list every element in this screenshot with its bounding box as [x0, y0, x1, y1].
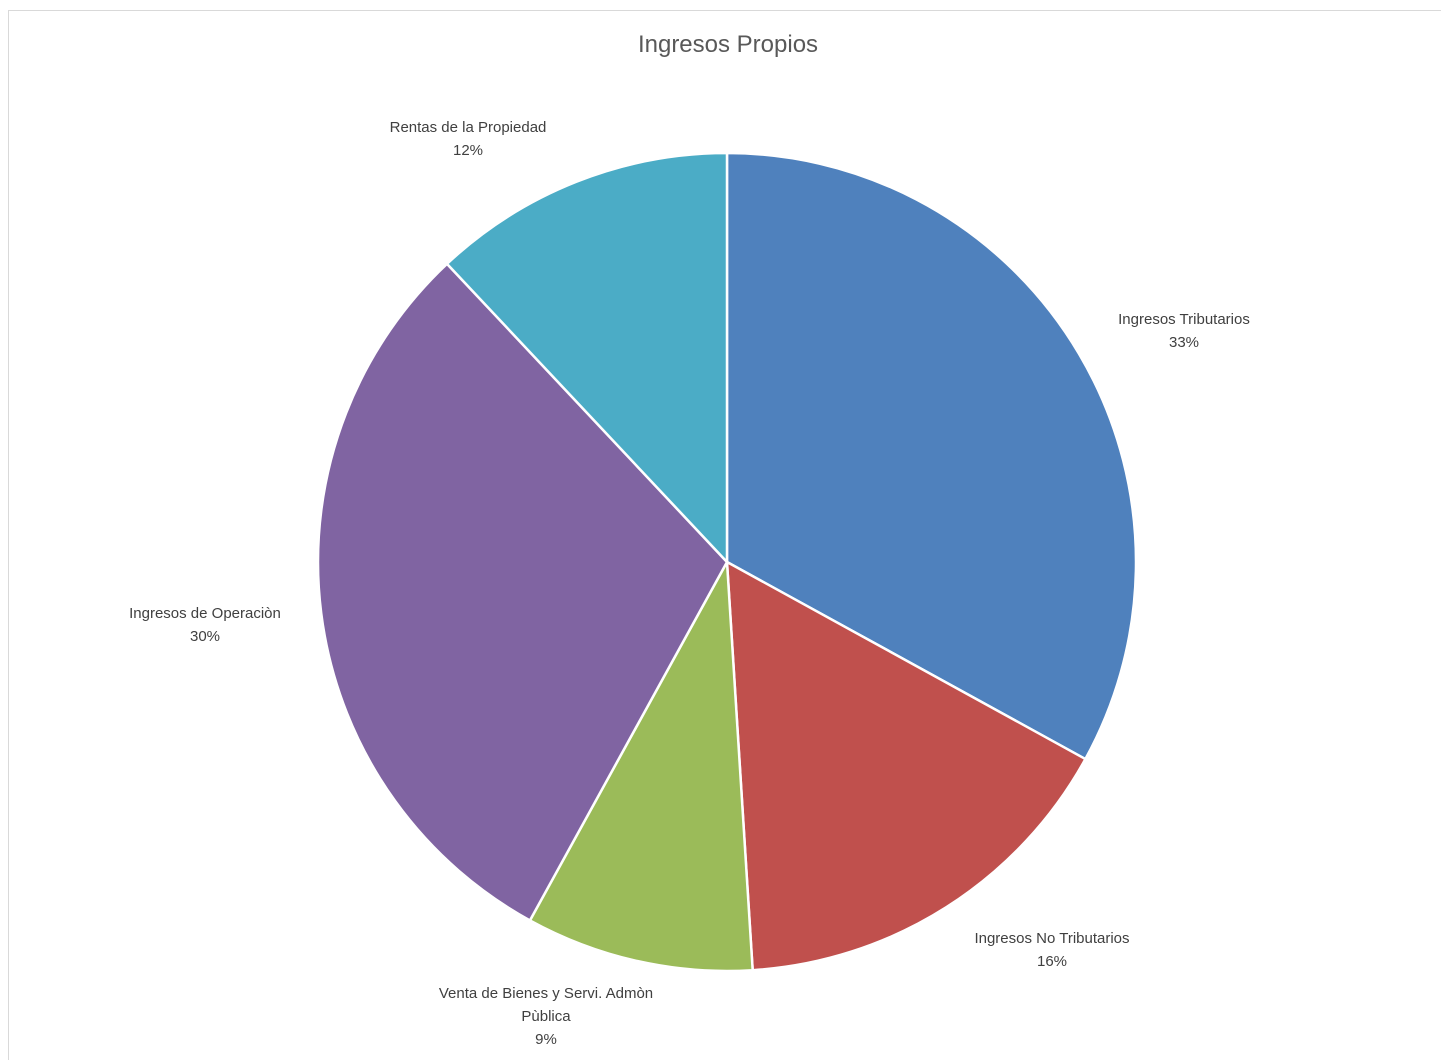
slice-category-label: Ingresos Tributarios: [1118, 311, 1250, 328]
slice-category-label: Rentas de la Propiedad: [390, 119, 547, 136]
slice-percent-label: 16%: [1037, 953, 1067, 970]
pie-slice: [725, 560, 1087, 972]
pie-slice: [725, 151, 1138, 761]
slice-percent-label: 30%: [190, 628, 220, 645]
slice-percent-label: 9%: [535, 1031, 557, 1048]
slice-category-label: Venta de Bienes y Servi. Admòn: [439, 985, 653, 1002]
slice-category-label: Ingresos de Operaciòn: [129, 605, 281, 622]
slice-category-label: Pùblica: [521, 1008, 571, 1025]
chart-title: Ingresos Propios: [637, 31, 819, 58]
slice-percent-label: 33%: [1169, 334, 1199, 351]
pie-slice: [316, 262, 729, 922]
slice-percent-label: 12%: [453, 142, 483, 159]
pie-slice: [528, 560, 754, 973]
pie-slice: [445, 151, 729, 564]
chart-area: [8, 10, 1441, 1060]
slice-category-label: Ingresos No Tributarios: [974, 930, 1129, 947]
